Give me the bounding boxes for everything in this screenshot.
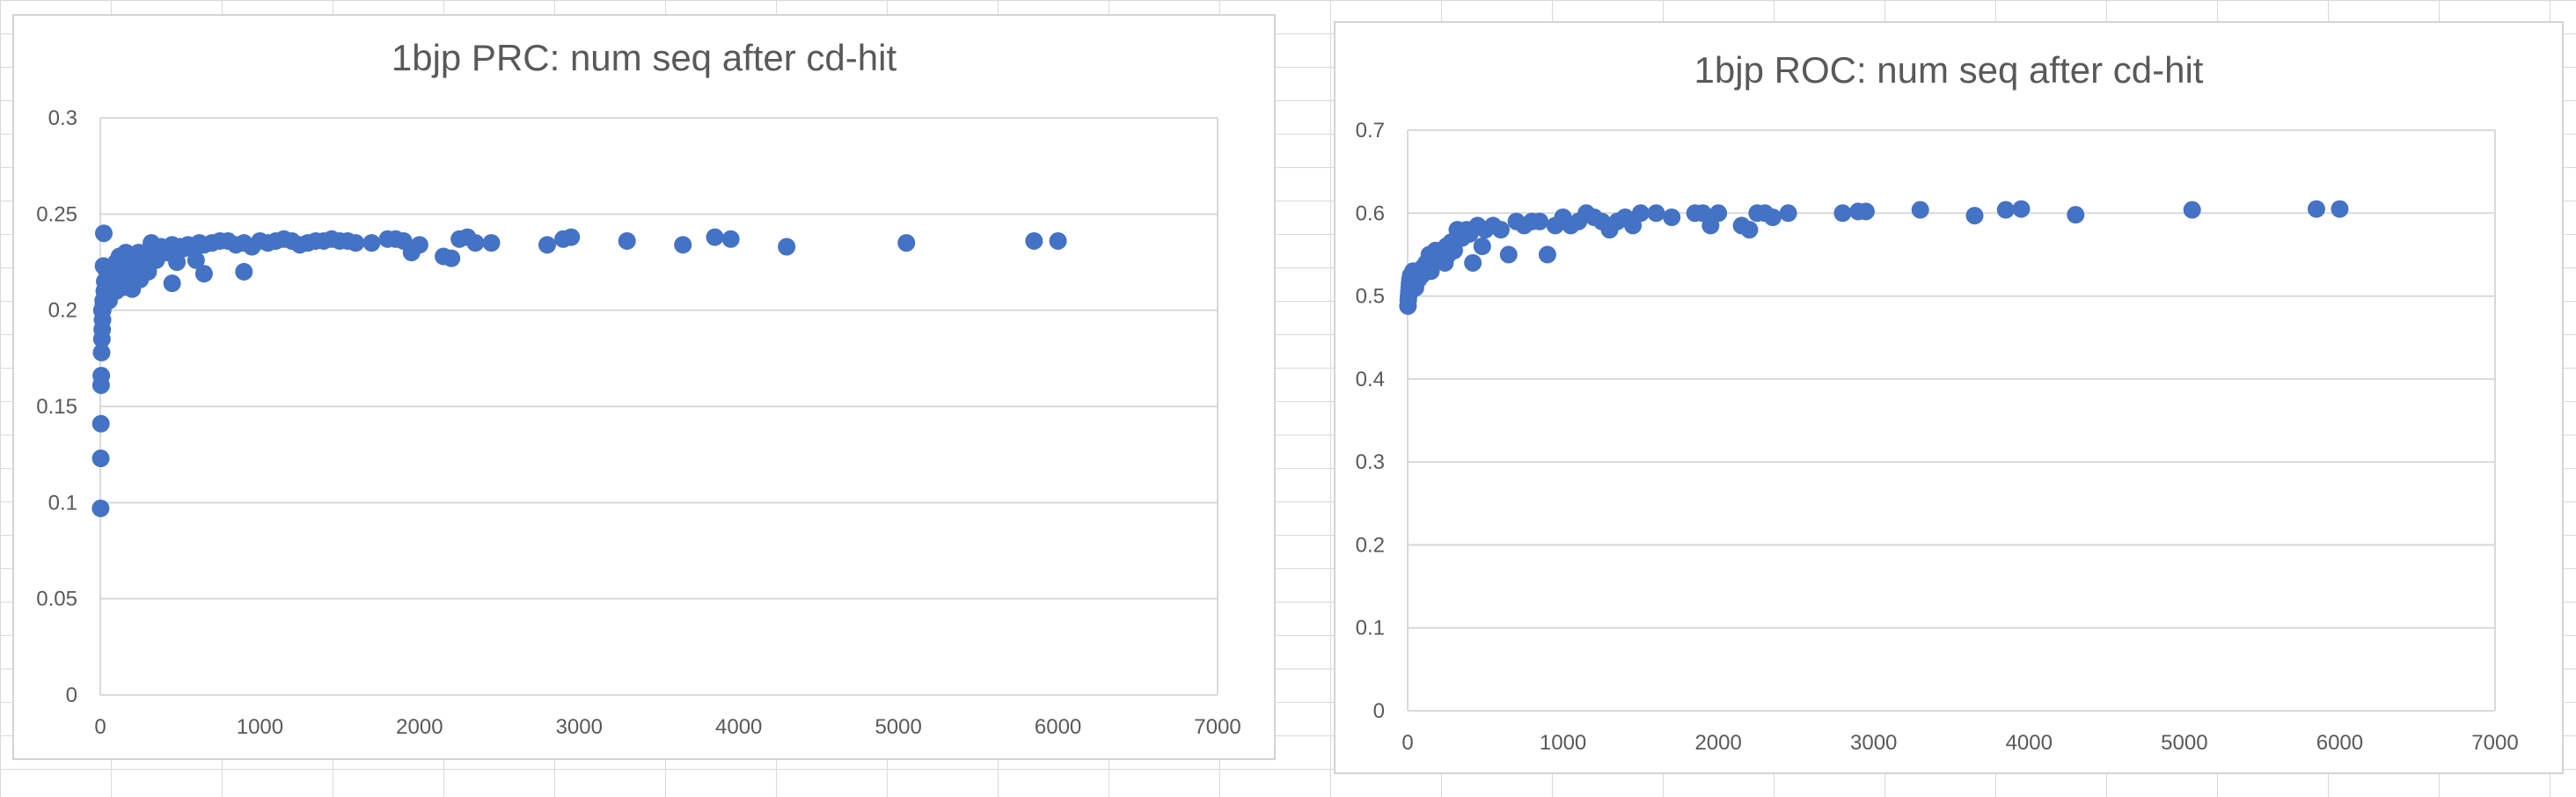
- y-tick-label: 0.5: [1356, 285, 1385, 309]
- data-point: [1763, 208, 1782, 226]
- x-tick-label: 6000: [1035, 715, 1081, 739]
- y-tick-label: 0: [66, 684, 77, 707]
- chart-prc: 1bjp PRC: num seq after cd-hit 0 0.05 0.1 0…: [12, 14, 1276, 760]
- data-point: [778, 238, 796, 256]
- y-tick-label: 0: [1373, 699, 1385, 723]
- x-tick-label: 1000: [237, 715, 283, 739]
- data-point: [94, 224, 113, 243]
- x-tick-label: 7000: [1194, 715, 1240, 739]
- data-point: [482, 234, 501, 252]
- data-point: [347, 234, 365, 252]
- data-point: [1709, 204, 1728, 223]
- data-point: [91, 499, 110, 517]
- chart-title: 1bjp ROC: num seq after cd-hit: [1694, 49, 2204, 91]
- data-point: [443, 249, 461, 267]
- data-point: [194, 265, 213, 283]
- data-point: [91, 414, 110, 433]
- x-tick-label: 4000: [715, 715, 762, 739]
- x-tick-label: 2000: [1694, 731, 1741, 755]
- y-tick-label: 0.1: [48, 491, 77, 515]
- chart-title: 1bjp PRC: num seq after cd-hit: [391, 37, 897, 78]
- data-point: [538, 236, 556, 254]
- data-point: [562, 228, 581, 246]
- plot-area: 0 0.05 0.1 0.15 0.2 0.25 0.3 0 1000 2000 3000 4000 5…: [36, 106, 1240, 739]
- x-tick-label: 5000: [875, 715, 921, 739]
- data-point: [1499, 245, 1518, 264]
- data-point: [721, 230, 740, 248]
- data-point: [897, 234, 916, 252]
- x-tick-label: 3000: [556, 715, 603, 739]
- data-point: [1025, 231, 1043, 250]
- data-point: [2331, 200, 2349, 218]
- y-tick-label: 0.3: [1356, 450, 1385, 474]
- data-point: [466, 234, 485, 252]
- y-tick-label: 0.7: [1356, 119, 1385, 143]
- x-tick-label: 0: [1401, 731, 1413, 755]
- data-point: [674, 236, 692, 254]
- data-point: [1856, 202, 1875, 221]
- y-tick-label: 0.15: [36, 395, 77, 419]
- y-tick-label: 0.2: [1356, 533, 1385, 557]
- data-point: [1833, 204, 1852, 223]
- data-point: [235, 262, 253, 281]
- data-point: [147, 251, 165, 269]
- x-tick-label: 6000: [2316, 731, 2363, 755]
- data-point: [92, 343, 111, 362]
- data-point: [2012, 200, 2031, 218]
- x-tick-label: 3000: [1850, 731, 1897, 755]
- data-point: [362, 234, 381, 252]
- data-point: [706, 228, 724, 246]
- y-tick-label: 0.3: [48, 106, 77, 130]
- data-point: [168, 253, 187, 271]
- data-point: [1663, 208, 1681, 226]
- data-point: [1538, 245, 1556, 264]
- data-point: [2067, 206, 2085, 224]
- data-point: [2183, 201, 2201, 219]
- x-tick-label: 5000: [2161, 731, 2207, 755]
- x-tick-label: 0: [94, 715, 106, 739]
- x-tick-label: 1000: [1540, 731, 1586, 755]
- y-tick-label: 0.25: [36, 202, 77, 226]
- data-point: [1996, 201, 2015, 219]
- y-tick-label: 0.2: [48, 299, 77, 323]
- data-point: [2307, 200, 2325, 218]
- data-point: [1779, 204, 1797, 223]
- data-point: [1740, 221, 1759, 239]
- data-point: [1531, 212, 1549, 230]
- y-tick-label: 0.1: [1356, 617, 1385, 640]
- data-point: [1965, 207, 1984, 225]
- data-point: [618, 231, 636, 250]
- y-tick-label: 0.4: [1356, 368, 1385, 391]
- data-point: [1631, 204, 1650, 223]
- data-point: [1473, 238, 1491, 255]
- data-point: [91, 450, 110, 468]
- chart-roc: 1bjp ROC: num seq after cd-hit 0 0.1 0.2 0.…: [1334, 21, 2564, 774]
- x-tick-label: 4000: [2006, 731, 2053, 755]
- data-point: [187, 251, 205, 269]
- y-tick-label: 0.05: [36, 588, 77, 611]
- data-point: [1911, 201, 1929, 219]
- data-point: [1464, 253, 1482, 272]
- data-point: [1647, 204, 1665, 223]
- data-point: [163, 274, 181, 293]
- data-point: [1049, 231, 1067, 250]
- plot-area: 0 0.1 0.2 0.3 0.4 0.5 0.6 0.7 0 1000 2000 3000 4000 5…: [1356, 119, 2519, 755]
- y-tick-label: 0.6: [1356, 201, 1385, 225]
- data-point: [1491, 221, 1510, 239]
- data-point: [92, 367, 111, 385]
- x-tick-label: 7000: [2471, 731, 2518, 755]
- data-point: [410, 236, 428, 254]
- x-tick-label: 2000: [396, 715, 443, 739]
